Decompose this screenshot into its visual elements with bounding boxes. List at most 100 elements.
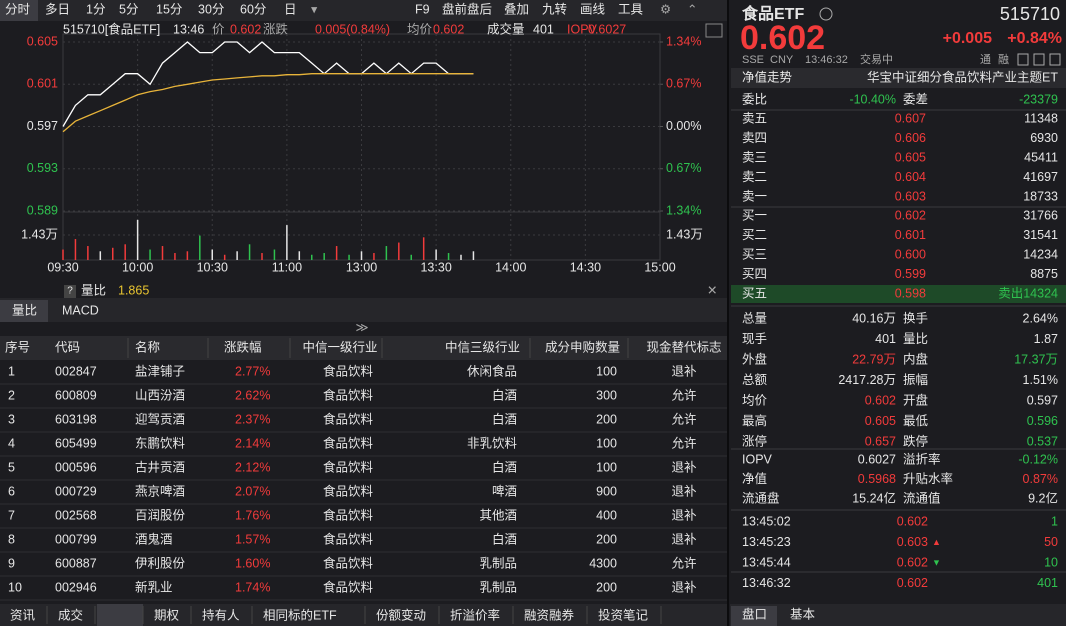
y2-tick-label: 1.34% (666, 203, 701, 217)
nav-label[interactable]: 净值走势 (742, 69, 793, 84)
right-tab[interactable]: 基本 (790, 607, 816, 621)
table-header-cell[interactable]: 涨跌幅 (224, 339, 262, 354)
toolbar-tool[interactable]: 画线 (580, 2, 606, 16)
volume-tick-label: 1.43万 (666, 227, 703, 241)
bottom-tab[interactable]: 持有人 (202, 607, 240, 622)
help-icon[interactable] (64, 285, 76, 298)
book-volume: 8875 (1030, 267, 1058, 281)
table-cell: 2 (8, 388, 15, 402)
toolbar-tab[interactable]: 60分 (240, 2, 266, 16)
close-icon[interactable]: ✕ (707, 283, 717, 297)
table-cell: 002568 (55, 508, 97, 522)
collapse-icon[interactable]: ⌃ (687, 2, 697, 16)
table-header-cell[interactable]: 序号 (5, 339, 30, 354)
y-tick-label: 0.589 (27, 203, 58, 217)
table-cell: 4 (8, 436, 15, 450)
stat-label: 总额 (742, 373, 768, 387)
ratio-label: 委差 (903, 92, 928, 106)
table-header-cell[interactable]: 中信一级行业 (302, 339, 377, 354)
expand-icon[interactable]: ≫ (355, 320, 368, 334)
table-cell: 100 (596, 364, 617, 378)
toolbar-tool[interactable]: 工具 (618, 2, 644, 16)
wp-icon[interactable] (705, 23, 723, 38)
toolbar-tab[interactable]: 多日 (45, 2, 70, 16)
indicator-tab[interactable]: MACD (62, 303, 99, 317)
toolbar-tool[interactable]: F9 (415, 2, 430, 16)
table-header-cell[interactable]: 中信三级行业 (445, 339, 520, 354)
table-cell: 食品饮料 (323, 363, 374, 378)
stat-value: 0.605 (865, 414, 896, 428)
stat-label: 开盘 (903, 392, 928, 407)
table-cell: 百润股份 (135, 508, 186, 522)
x-tick-label: 10:00 (122, 260, 153, 274)
table-cell: 10 (8, 580, 22, 594)
stat-label: 振幅 (903, 372, 928, 387)
x-tick-label: 10:30 (197, 260, 228, 274)
table-header-cell[interactable]: 代码 (55, 340, 80, 354)
table-cell: 古井贡酒 (135, 459, 185, 474)
bottom-tab[interactable]: 期权 (154, 607, 180, 622)
table-header-cell[interactable]: 成分申购数量 (545, 339, 620, 354)
toolbar-tool[interactable]: 九转 (542, 1, 567, 16)
toolbar-tool[interactable]: 叠加 (504, 2, 529, 16)
toolbar-tab[interactable]: 5分 (119, 2, 138, 16)
indicator-tab[interactable]: 量比 (12, 303, 37, 317)
stat-label: 最高 (742, 413, 767, 428)
bottom-tab[interactable]: 相同标的ETF (263, 607, 337, 622)
book-level: 买五 (742, 286, 767, 300)
trade-arrow: ▼ (932, 557, 941, 567)
badge-icon (1017, 53, 1029, 66)
stat-value: 17.37万 (1014, 352, 1058, 366)
bottom-tab[interactable]: 折溢价率 (450, 607, 500, 622)
table-header-cell[interactable]: 名称 (135, 339, 160, 354)
bottom-tab[interactable]: 投资笔记 (598, 607, 649, 622)
stat-label: 现手 (742, 332, 767, 346)
trade-price: 0.603 (897, 535, 928, 549)
stat-value: 22.79万 (852, 352, 896, 366)
table-cell: 啤酒 (492, 483, 517, 498)
book-level: 卖二 (742, 170, 767, 184)
toolbar-tab[interactable]: 30分 (198, 2, 224, 16)
bottom-tab[interactable]: 份额变动 (376, 607, 426, 622)
stat-value: 401 (875, 332, 896, 346)
table-cell: 400 (596, 508, 617, 522)
toolbar-tab[interactable]: 分时 (5, 2, 31, 16)
table-cell: 1.76% (235, 508, 270, 522)
dropdown-icon[interactable]: ▾ (311, 2, 318, 16)
settings-icon[interactable]: ⚙ (660, 2, 671, 16)
table-cell: 食品饮料 (323, 555, 374, 570)
quote-meta: CNY (770, 54, 794, 66)
toolbar-tab[interactable]: 日 (284, 2, 297, 16)
right-tab[interactable]: 盘口 (742, 606, 767, 621)
stat-label: 最低 (903, 414, 929, 428)
bottom-tab[interactable]: 成交 (58, 607, 83, 622)
book-volume: 41697 (1023, 170, 1058, 184)
ratio-label: 委比 (742, 92, 767, 106)
table-cell: 000799 (55, 532, 97, 546)
table-cell: 食品饮料 (323, 411, 374, 426)
stat-label: 流通值 (903, 490, 941, 505)
toolbar-tool[interactable]: 盘前盘后 (442, 1, 492, 16)
quote-meta: 交易中 (860, 52, 893, 66)
table-cell: 退补 (671, 483, 697, 498)
table-cell: 新乳业 (135, 579, 173, 594)
book-level: 买二 (742, 228, 767, 242)
table-cell: 7 (8, 508, 15, 522)
y-tick-label: 0.605 (27, 34, 58, 48)
table-header-cell[interactable]: 现金替代标志 (646, 339, 721, 354)
toolbar-tab[interactable]: 1分 (86, 2, 105, 16)
book-price: 0.598 (895, 286, 926, 300)
table-cell: 允许 (671, 387, 696, 402)
table-cell: 9 (8, 556, 15, 570)
toolbar-tab[interactable]: 15分 (156, 2, 182, 16)
table-cell: 食品饮料 (323, 459, 374, 474)
trade-time: 13:45:23 (742, 535, 791, 549)
bottom-tab[interactable]: 资讯 (10, 608, 36, 622)
trade-price: 0.602 (897, 576, 928, 590)
bottom-tab[interactable]: 融资融券 (524, 607, 575, 622)
quote-name: 食品ETF (741, 4, 804, 23)
book-volume: 卖出14324 (998, 286, 1058, 300)
table-cell: 盐津铺子 (135, 364, 185, 378)
stat-value: 2417.28万 (838, 373, 896, 387)
stat-label: 净值 (742, 471, 767, 486)
